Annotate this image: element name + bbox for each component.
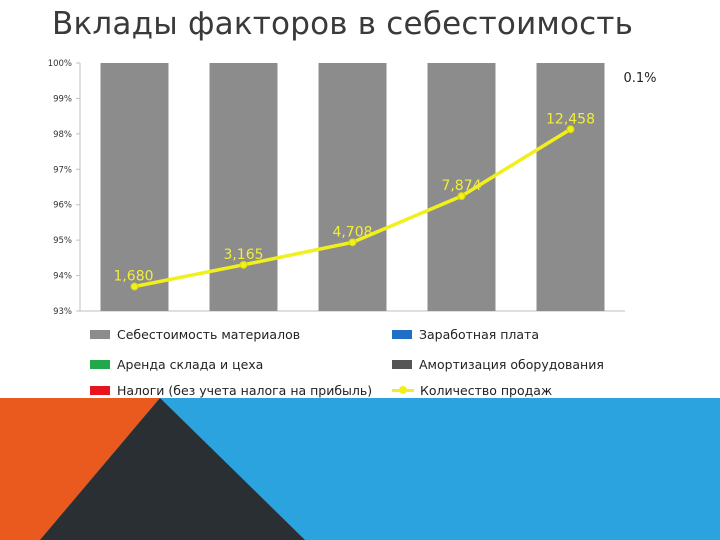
sales-label: 3,165 <box>223 247 263 263</box>
bar-materials-3 <box>318 63 387 311</box>
sales-point <box>348 238 357 247</box>
bar-materials-5 <box>536 63 605 311</box>
sales-label: 4,708 <box>332 224 372 240</box>
legend-item-materials: Себестоимость материалов <box>90 326 300 342</box>
sales-point <box>130 282 139 291</box>
band-dark-shape <box>40 398 305 540</box>
sales-point <box>457 192 466 201</box>
sales-point <box>566 125 575 134</box>
legend-item-salary: Заработная плата <box>392 326 539 342</box>
legend-swatch-icon <box>90 329 110 339</box>
y-tick-label: 100% <box>48 59 72 69</box>
y-tick-label: 98% <box>53 130 72 140</box>
bar-materials-4 <box>427 63 496 311</box>
legend-label: Количество продаж <box>420 382 553 398</box>
band-orange-shape <box>0 398 160 540</box>
legend-label: Себестоимость материалов <box>117 326 301 342</box>
legend-item-rent: Аренда склада и цеха <box>90 356 263 372</box>
bar-materials-1 <box>100 63 169 311</box>
legend-swatch-icon <box>90 359 110 369</box>
legend-item-depreciation: Амортизация оборудования <box>392 356 604 372</box>
legend-label: Налоги (без учета налога на прибыль) <box>117 382 373 398</box>
legend-swatch-icon <box>90 385 110 395</box>
legend-item-sales_line: Количество продаж <box>392 382 552 398</box>
legend-swatch-icon <box>392 329 412 339</box>
sales-label: 1,680 <box>113 268 153 284</box>
legend-label: Аренда склада и цеха <box>117 356 264 372</box>
y-tick-label: 95% <box>53 236 72 246</box>
legend-label: Заработная плата <box>419 326 539 342</box>
decorative-bottom-band <box>0 398 720 540</box>
y-tick-label: 97% <box>53 165 72 175</box>
y-tick-label: 94% <box>53 272 72 282</box>
legend-label: Амортизация оборудования <box>419 356 604 372</box>
chart-title: Вклады факторов в себестоимость <box>52 6 634 42</box>
bar-label-outside: 0.1% <box>623 71 656 86</box>
sales-label: 7,874 <box>441 178 481 194</box>
y-tick-label: 96% <box>53 201 72 211</box>
legend-item-taxes: Налоги (без учета налога на прибыль) <box>90 382 372 398</box>
legend-line-icon <box>392 385 414 395</box>
y-tick-label: 93% <box>53 307 72 317</box>
legend-swatch-icon <box>392 359 412 369</box>
sales-point <box>239 260 248 269</box>
y-tick-label: 99% <box>53 94 72 104</box>
bar-materials-2 <box>209 63 278 311</box>
sales-label: 12,458 <box>546 111 595 127</box>
